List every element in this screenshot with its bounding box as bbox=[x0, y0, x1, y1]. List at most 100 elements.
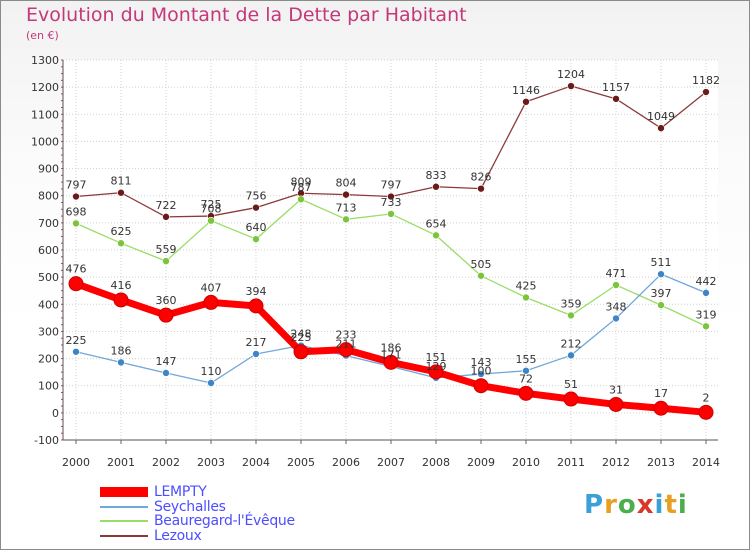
data-point-beauregard-l-v-que bbox=[252, 235, 260, 243]
y-tick-label: 300 bbox=[38, 325, 59, 338]
y-tick-label: 600 bbox=[38, 244, 59, 257]
data-label-seychalles: 442 bbox=[696, 275, 717, 288]
logo-letter: x bbox=[636, 490, 655, 520]
data-point-beauregard-l-v-que bbox=[612, 281, 620, 289]
data-label-lezoux: 811 bbox=[111, 175, 132, 188]
data-label-lezoux: 1182 bbox=[692, 74, 720, 87]
y-tick-label: 200 bbox=[38, 353, 59, 366]
data-label-lezoux: 722 bbox=[156, 199, 177, 212]
data-label-lezoux: 797 bbox=[381, 179, 402, 192]
data-point-lezoux bbox=[117, 188, 125, 197]
data-label-seychalles: 186 bbox=[111, 344, 132, 357]
data-label-beauregard-l-v-que: 640 bbox=[246, 221, 267, 234]
data-label-lempty: 233 bbox=[336, 329, 357, 342]
x-tick-label: 2006 bbox=[332, 456, 360, 469]
data-point-lezoux bbox=[387, 192, 395, 201]
x-tick-label: 2010 bbox=[512, 456, 540, 469]
data-label-lempty: 51 bbox=[564, 378, 578, 391]
data-label-lempty: 2 bbox=[703, 391, 710, 404]
data-label-lezoux: 833 bbox=[426, 169, 447, 182]
data-point-seychalles bbox=[702, 289, 710, 297]
data-label-beauregard-l-v-que: 505 bbox=[471, 258, 492, 271]
data-label-beauregard-l-v-que: 698 bbox=[66, 205, 87, 218]
data-label-lempty: 416 bbox=[111, 279, 132, 292]
data-point-seychalles bbox=[612, 314, 620, 323]
data-label-beauregard-l-v-que: 713 bbox=[336, 201, 357, 214]
y-tick-label: 500 bbox=[38, 271, 59, 284]
x-tick-label: 2014 bbox=[692, 456, 720, 469]
y-tick-label: 700 bbox=[38, 217, 59, 230]
data-label-seychalles: 147 bbox=[156, 355, 177, 368]
data-point-seychalles bbox=[522, 366, 530, 375]
data-point-lempty bbox=[563, 391, 579, 407]
data-point-beauregard-l-v-que bbox=[522, 293, 530, 302]
data-point-lezoux bbox=[72, 192, 80, 201]
legend-swatch bbox=[100, 505, 148, 508]
data-label-lempty: 151 bbox=[426, 351, 447, 364]
data-point-lempty bbox=[608, 396, 624, 412]
data-point-lezoux bbox=[342, 190, 350, 199]
data-point-lezoux bbox=[432, 182, 440, 191]
y-tick-label: 1300 bbox=[31, 54, 59, 67]
data-label-lezoux: 797 bbox=[66, 179, 87, 192]
data-label-seychalles: 143 bbox=[471, 356, 492, 369]
y-tick-label: 1200 bbox=[31, 81, 59, 94]
data-point-seychalles bbox=[657, 270, 665, 278]
data-label-seychalles: 348 bbox=[606, 300, 627, 313]
x-tick-label: 2012 bbox=[602, 456, 630, 469]
data-label-seychalles: 211 bbox=[336, 338, 357, 351]
data-point-seychalles bbox=[162, 369, 170, 377]
x-tick-label: 2009 bbox=[467, 456, 495, 469]
y-tick-label: 0 bbox=[52, 407, 59, 420]
data-label-seychalles: 129 bbox=[426, 360, 447, 373]
data-point-beauregard-l-v-que bbox=[117, 239, 125, 248]
data-label-seychalles: 171 bbox=[381, 348, 402, 361]
x-tick-label: 2002 bbox=[152, 456, 180, 469]
legend-item: Beauregard-l'Évêque bbox=[100, 513, 295, 529]
data-point-beauregard-l-v-que bbox=[72, 219, 80, 228]
data-label-lempty: 17 bbox=[654, 387, 668, 400]
data-point-beauregard-l-v-que bbox=[162, 257, 170, 265]
data-label-beauregard-l-v-que: 425 bbox=[516, 280, 537, 293]
data-point-lempty bbox=[293, 344, 309, 360]
y-tick-label: 900 bbox=[38, 163, 59, 176]
data-point-lezoux bbox=[657, 124, 665, 132]
y-tick-label: 1000 bbox=[31, 135, 59, 148]
logo-letter: t bbox=[664, 490, 678, 520]
data-label-beauregard-l-v-que: 359 bbox=[561, 297, 582, 310]
data-label-lempty: 394 bbox=[246, 285, 267, 298]
data-point-lempty bbox=[473, 378, 489, 394]
data-label-beauregard-l-v-que: 625 bbox=[111, 225, 132, 238]
y-tick-label: -100 bbox=[34, 434, 59, 447]
data-label-beauregard-l-v-que: 733 bbox=[381, 196, 402, 209]
data-label-lezoux: 1157 bbox=[602, 81, 630, 94]
x-tick-label: 2001 bbox=[107, 456, 135, 469]
data-point-lezoux bbox=[477, 184, 485, 193]
data-point-seychalles bbox=[72, 347, 80, 356]
unit-label: (en €) bbox=[26, 29, 59, 42]
data-point-lempty bbox=[428, 364, 444, 380]
x-tick-label: 2008 bbox=[422, 456, 450, 469]
data-label-beauregard-l-v-que: 708 bbox=[201, 203, 222, 216]
data-point-beauregard-l-v-que bbox=[387, 210, 395, 218]
data-label-seychalles: 155 bbox=[516, 353, 537, 366]
data-label-lempty: 225 bbox=[291, 331, 312, 344]
data-point-lempty bbox=[338, 342, 354, 358]
data-label-lempty: 476 bbox=[66, 263, 87, 276]
data-label-seychalles: 248 bbox=[291, 328, 312, 341]
data-point-seychalles bbox=[207, 379, 215, 387]
data-label-seychalles: 217 bbox=[246, 336, 267, 349]
data-point-lempty bbox=[518, 385, 534, 401]
legend: LEMPTY Seychalles Beauregard-l'Évêque Lezou… bbox=[100, 484, 295, 544]
data-point-lezoux bbox=[567, 82, 575, 90]
x-tick-label: 2003 bbox=[197, 456, 225, 469]
data-point-lezoux bbox=[522, 98, 530, 106]
data-point-seychalles bbox=[477, 370, 485, 378]
x-tick-label: 2011 bbox=[557, 456, 585, 469]
data-label-lezoux: 1049 bbox=[647, 110, 675, 123]
y-tick-label: 1100 bbox=[31, 108, 59, 121]
data-label-lezoux: 809 bbox=[291, 175, 312, 188]
data-point-lempty bbox=[383, 354, 399, 370]
data-label-beauregard-l-v-que: 397 bbox=[651, 287, 672, 300]
